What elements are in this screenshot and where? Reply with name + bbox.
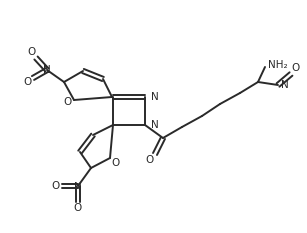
Text: O: O	[23, 77, 31, 87]
Text: O: O	[111, 158, 119, 168]
Text: O: O	[146, 155, 154, 165]
Text: O: O	[51, 181, 59, 191]
Text: NH₂: NH₂	[268, 60, 288, 70]
Text: N: N	[151, 92, 159, 102]
Text: O: O	[64, 97, 72, 107]
Text: O: O	[291, 63, 299, 73]
Text: N: N	[43, 65, 51, 75]
Text: O: O	[74, 203, 82, 213]
Text: N: N	[151, 120, 159, 130]
Text: N: N	[74, 182, 82, 192]
Text: O: O	[28, 47, 36, 57]
Text: N: N	[281, 80, 289, 90]
